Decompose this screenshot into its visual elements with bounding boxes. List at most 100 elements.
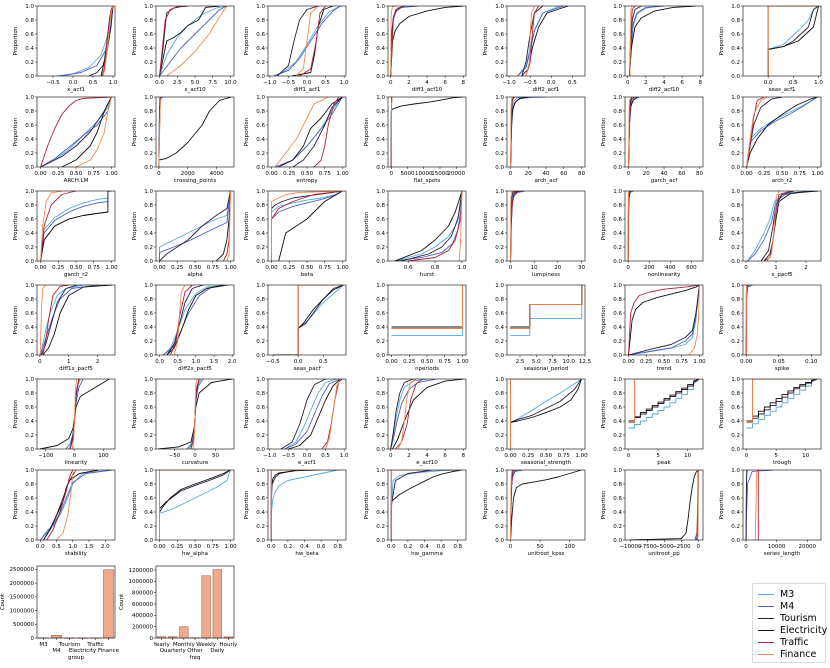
series-line-electricity xyxy=(511,97,529,167)
series-line-electricity xyxy=(159,97,231,167)
y-tick-label: 0.0 xyxy=(495,165,504,171)
x-tick-label: 0.25 xyxy=(283,171,296,177)
axes-frame xyxy=(388,379,466,449)
y-tick-label: 0.6 xyxy=(731,496,740,502)
y-tick-label: 0.8 xyxy=(144,18,153,24)
axes-frame xyxy=(625,191,703,261)
y-tick-label: 0.8 xyxy=(495,18,504,24)
series-line-finance xyxy=(392,285,463,328)
y-tick-label: 0.4 xyxy=(144,419,153,425)
y-tick-label: 0.6 xyxy=(613,405,622,411)
x-axis-label: stability xyxy=(65,551,88,557)
x-axis-label: diff2x_pacf5 xyxy=(178,366,212,372)
y-axis-label: Proportion xyxy=(244,399,250,428)
y-tick-label: 0.0 xyxy=(731,447,740,453)
bar-monthly xyxy=(180,627,189,638)
x-tick-label: 0.00 xyxy=(740,171,753,177)
y-tick-label: 0.6 xyxy=(613,32,622,38)
x-tick-label: −50 xyxy=(169,453,181,459)
x-tick-label: 0.0 xyxy=(387,544,396,550)
series-group xyxy=(40,285,112,355)
series-line-m4 xyxy=(40,470,112,540)
y-tick-label: 1.0 xyxy=(256,189,265,195)
y-axis-label: Proportion xyxy=(132,211,138,240)
x-tick-label: 0.00 xyxy=(153,265,166,271)
x-tick-label: 0.0 xyxy=(267,544,276,550)
x-axis-label: unitroot_pp xyxy=(648,551,680,557)
y-tick-label: 0.6 xyxy=(25,496,34,502)
y-tick-label: 0.2 xyxy=(256,60,265,66)
y-tick-label: 0.2 xyxy=(495,151,504,157)
x-tick-label: 0 xyxy=(509,171,513,177)
y-axis-label: Proportion xyxy=(132,305,138,334)
y-axis-label: Proportion xyxy=(483,117,489,146)
y-tick-label: 0.2 xyxy=(144,339,153,345)
axes-frame xyxy=(507,285,585,355)
x-axis-label: nonlinearity xyxy=(648,272,682,278)
y-axis-label: Proportion xyxy=(13,490,19,519)
y-tick-label: 0.0 xyxy=(731,165,740,171)
y-tick-label: 0.8 xyxy=(25,109,34,115)
y-tick-label: 0.0 xyxy=(613,165,622,171)
x-tick-label: 0.10 xyxy=(805,359,818,365)
series-line-electricity xyxy=(391,97,463,167)
y-tick-label: 0.0 xyxy=(256,538,265,544)
y-axis-label: Proportion xyxy=(244,490,250,519)
y-tick-label: 1.0 xyxy=(256,283,265,289)
bar-m4 xyxy=(51,635,61,638)
axes-frame xyxy=(625,97,703,167)
series-group xyxy=(160,6,227,76)
x-tick-label: 0.50 xyxy=(421,359,434,365)
x-axis-label: ARCH.LM xyxy=(64,178,89,184)
x-tick-label: 0.00 xyxy=(622,359,635,365)
y-tick-label: 0.8 xyxy=(495,297,504,303)
y-axis-label: Proportion xyxy=(244,305,250,334)
y-axis-label: Proportion xyxy=(13,117,19,146)
axes-frame xyxy=(625,6,703,76)
y-tick-label: 0.6 xyxy=(495,32,504,38)
x-axis-label: flat_spots xyxy=(414,178,441,184)
y-tick-label: 0.6 xyxy=(613,123,622,129)
y-tick-label: 0.6 xyxy=(25,32,34,38)
series-line-electricity xyxy=(391,6,464,76)
y-tick-label: 0.2 xyxy=(731,60,740,66)
y-axis-label: Proportion xyxy=(719,211,725,240)
y-tick-label: 0.0 xyxy=(613,259,622,265)
series-line-electricity xyxy=(630,6,696,76)
series-line-electricity xyxy=(44,470,99,540)
y-axis-label: Proportion xyxy=(601,211,607,240)
series-group xyxy=(281,379,342,449)
y-tick-label: 0.4 xyxy=(256,419,265,425)
y-tick-label: 0.6 xyxy=(376,496,385,502)
series-line-tourism xyxy=(160,470,231,540)
x-tick-label: 0.5 xyxy=(568,80,577,86)
x-tick-label: −0.5 xyxy=(282,80,296,86)
x-tick-label: 0.25 xyxy=(522,453,535,459)
y-tick-label: 0.2 xyxy=(144,524,153,530)
y-axis-label: Proportion xyxy=(132,490,138,519)
x-tick-label: 0.0 xyxy=(36,544,45,550)
x-tick-label: 2.5 xyxy=(173,80,182,86)
series-group xyxy=(511,470,582,540)
x-tick-label: 400 xyxy=(665,265,676,271)
y-tick-label: 0.4 xyxy=(731,231,740,237)
bar-weekly xyxy=(202,576,211,638)
x-tick-label: Quarterly xyxy=(160,648,187,654)
x-tick-label: 10 xyxy=(802,453,809,459)
x-tick-label: 5.0 xyxy=(532,359,541,365)
y-tick-label: 0.0 xyxy=(25,538,34,544)
y-tick-label: 0.4 xyxy=(376,419,385,425)
legend: M3 M4 Tourism Electricity Traffic Financ… xyxy=(752,583,826,663)
x-tick-label: 1.00 xyxy=(336,171,349,177)
series-line-m4 xyxy=(630,6,664,76)
y-tick-label: 0.2 xyxy=(613,524,622,530)
x-tick-label: 5.0 xyxy=(191,80,200,86)
y-tick-label: 0.8 xyxy=(144,482,153,488)
